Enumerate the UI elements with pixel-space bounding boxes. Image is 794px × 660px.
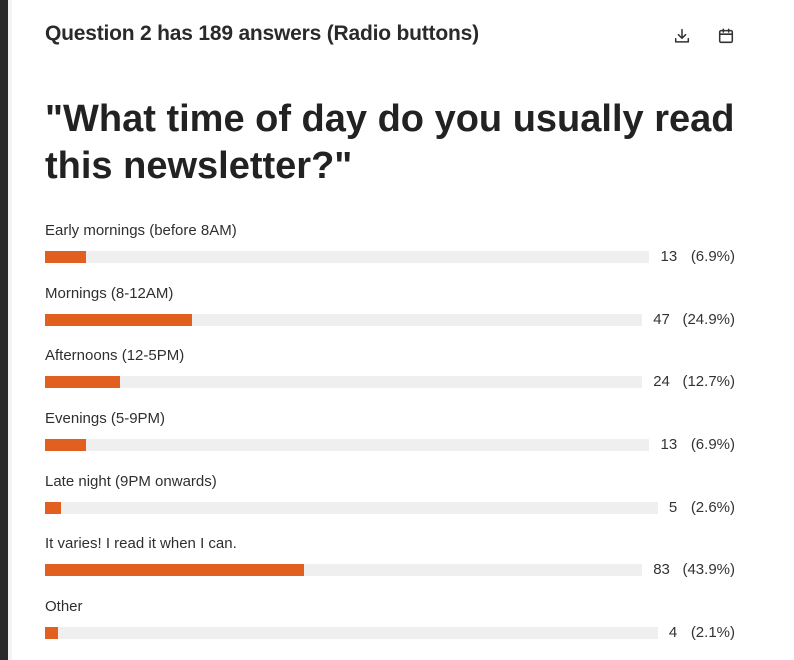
question-text: "What time of day do you usually read th… <box>45 98 735 187</box>
answer-bar <box>45 564 304 577</box>
answer-label: Late night (9PM onwards) <box>45 472 217 490</box>
question-summary-title: Question 2 has 189 answers (Radio button… <box>45 22 479 45</box>
answer-count: 13 <box>660 248 678 265</box>
answer-count: 24 <box>653 373 670 391</box>
answer-bar <box>45 627 58 640</box>
answer-count: 83 <box>653 561 670 579</box>
answer-percent: (43.9%) <box>682 561 735 579</box>
answer-label: It varies! I read it when I can. <box>45 535 237 553</box>
answer-bar-track <box>45 251 650 263</box>
answer-label: Evenings (5-9PM) <box>45 410 166 428</box>
question-result-card: Question 2 has 189 answers (Radio button… <box>45 0 794 660</box>
answer-bar-track <box>45 376 642 389</box>
answer-row: Other 4 (2.1%) <box>45 594 745 657</box>
answer-row: Late night (9PM onwards) 5 (2.6%) <box>45 469 745 532</box>
answer-bar <box>45 251 86 263</box>
calendar-icon[interactable] <box>716 26 736 46</box>
answer-bar-track <box>45 313 642 326</box>
answer-bar <box>45 501 61 514</box>
answer-row: Afternoons (12-5PM) 24 (12.7%) <box>45 343 745 406</box>
answer-percent: (2.6%) <box>690 498 735 516</box>
window-edge-gap <box>8 0 12 660</box>
download-icon[interactable] <box>672 26 692 46</box>
answer-label: Mornings (8-12AM) <box>45 284 174 302</box>
answer-label: Early mornings (before 8AM) <box>45 222 237 239</box>
answer-percent: (6.9%) <box>690 248 735 265</box>
answer-bar-track <box>45 501 658 514</box>
answer-row: It varies! I read it when I can. 83 (43.9%… <box>45 531 745 594</box>
answer-count: 47 <box>653 310 670 328</box>
answer-percent: (6.9%) <box>690 436 735 454</box>
answer-label: Other <box>45 598 83 616</box>
answer-bar-track <box>45 627 658 640</box>
answer-bar <box>45 439 86 452</box>
answer-count: 5 <box>668 498 678 516</box>
answer-label: Afternoons (12-5PM) <box>45 347 185 365</box>
answer-bar-track <box>45 439 650 452</box>
answer-bar <box>45 313 192 326</box>
answer-bar-track <box>45 564 642 577</box>
answer-count: 4 <box>668 624 678 642</box>
window-edge <box>0 0 8 660</box>
answer-percent: (2.1%) <box>690 624 735 642</box>
answer-percent: (12.7%) <box>682 373 735 391</box>
answer-bar-chart: Early mornings (before 8AM) 13 (6.9%) Morni… <box>45 218 745 657</box>
answer-row: Early mornings (before 8AM) 13 (6.9%) <box>45 218 745 281</box>
answer-count: 13 <box>660 436 678 454</box>
answer-bar <box>45 376 120 389</box>
answer-row: Evenings (5-9PM) 13 (6.9%) <box>45 406 745 469</box>
answer-row: Mornings (8-12AM) 47 (24.9%) <box>45 281 745 344</box>
answer-percent: (24.9%) <box>682 310 735 328</box>
